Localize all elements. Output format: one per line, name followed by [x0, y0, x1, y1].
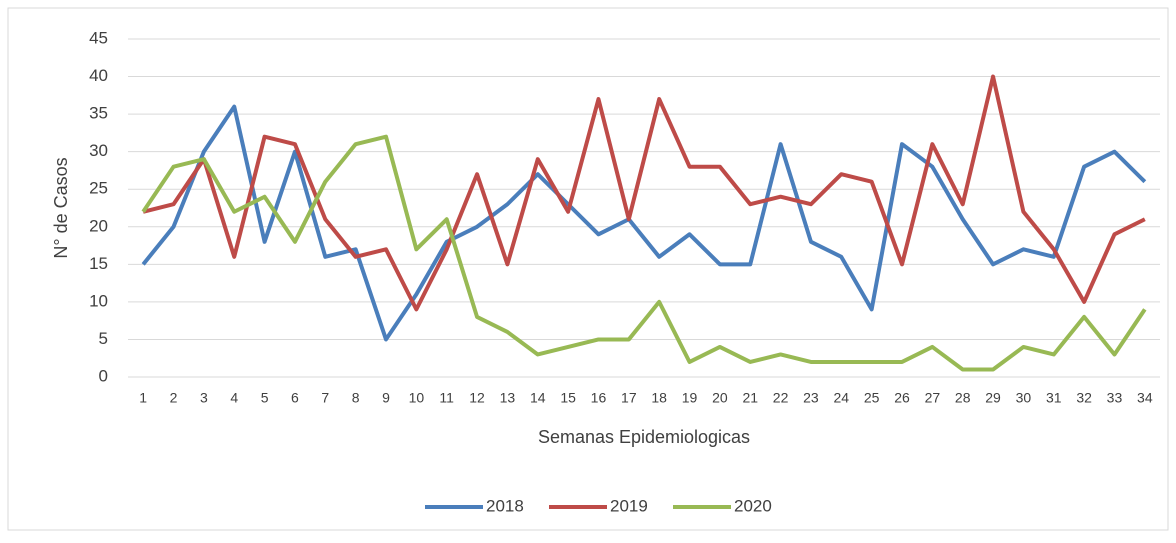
x-tick-label: 32 — [1076, 390, 1092, 406]
x-tick-label: 18 — [651, 390, 667, 406]
series-line — [141, 104, 1147, 342]
y-tick-label: 15 — [89, 254, 108, 273]
y-tick-label: 0 — [99, 366, 108, 385]
x-tick-label: 10 — [409, 390, 425, 406]
x-tick-label: 4 — [230, 390, 238, 406]
x-tick-label: 11 — [439, 390, 454, 406]
x-axis-label: Semanas Epidemiologicas — [538, 427, 750, 447]
x-tick-label: 13 — [500, 390, 516, 406]
x-tick-label: 24 — [834, 390, 850, 406]
x-tick-label: 27 — [925, 390, 941, 406]
chart-frame — [7, 7, 1169, 531]
x-tick-label: 21 — [742, 390, 758, 406]
x-tick-label: 6 — [291, 390, 299, 406]
x-tick-label: 8 — [352, 390, 360, 406]
y-tick-label: 30 — [89, 141, 108, 160]
legend-label: 2018 — [486, 496, 524, 515]
x-tick-label: 16 — [591, 390, 607, 406]
x-tick-label: 5 — [261, 390, 269, 406]
y-axis-label: N° de Casos — [51, 157, 71, 258]
y-tick-label: 45 — [89, 28, 108, 47]
x-tick-label: 28 — [955, 390, 971, 406]
x-tick-label: 31 — [1046, 390, 1062, 406]
legend-label: 2020 — [734, 496, 772, 515]
y-tick-label: 5 — [99, 329, 108, 348]
x-tick-label: 1 — [139, 390, 147, 406]
x-tick-label: 15 — [560, 390, 576, 406]
series-line — [142, 74, 1146, 312]
x-tick-label: 29 — [985, 390, 1001, 406]
x-tick-label: 26 — [894, 390, 910, 406]
x-tick-label: 25 — [864, 390, 880, 406]
x-tick-label: 2 — [170, 390, 178, 406]
x-tick-label: 17 — [621, 390, 637, 406]
x-tick-label: 19 — [682, 390, 698, 406]
x-tick-label: 3 — [200, 390, 208, 406]
x-tick-label: 33 — [1107, 390, 1123, 406]
y-tick-label: 40 — [89, 66, 108, 85]
y-tick-label: 10 — [89, 291, 108, 310]
x-tick-label: 20 — [712, 390, 728, 406]
legend-label: 2019 — [610, 496, 648, 515]
x-tick-label: 34 — [1137, 390, 1153, 406]
x-tick-label: 30 — [1016, 390, 1032, 406]
y-tick-label: 35 — [89, 104, 108, 123]
x-tick-label: 12 — [469, 390, 485, 406]
x-tick-label: 14 — [530, 390, 546, 406]
x-tick-label: 23 — [803, 390, 819, 406]
y-tick-label: 20 — [89, 216, 108, 235]
series-line — [141, 134, 1147, 372]
y-tick-label: 25 — [89, 179, 108, 198]
x-tick-label: 7 — [321, 390, 329, 406]
x-tick-label: 9 — [382, 390, 390, 406]
x-tick-label: 22 — [773, 390, 789, 406]
